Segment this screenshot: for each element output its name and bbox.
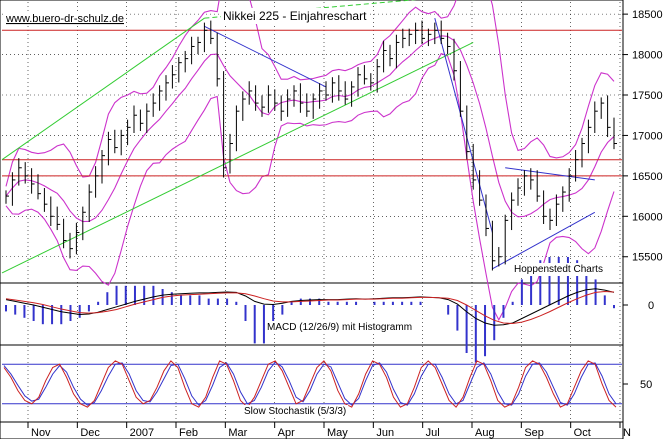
x-tick-label: Aug [475, 427, 495, 439]
stoch-label-backing [242, 405, 349, 418]
x-tick-label: Oct [574, 427, 591, 439]
trendline-flat [505, 167, 595, 181]
source-label-backing [512, 263, 605, 276]
x-tick-label: Nov [31, 427, 51, 439]
trendline-down-1 [204, 25, 327, 88]
trendline-up [492, 211, 596, 270]
x-tick-label: Mar [228, 427, 247, 439]
x-tick-label: Sep [524, 427, 544, 439]
x-tick-label: Jul [426, 427, 440, 439]
x-tick-label: Jun [376, 427, 394, 439]
x-tick-label: May [327, 427, 348, 439]
source-label: Hoppenstedt Charts [514, 264, 603, 275]
price-chart-title: Nikkei 225 - Einjahreschart [223, 9, 367, 23]
stoch-d-line [3, 361, 617, 406]
x-tick-label: Apr [278, 427, 295, 439]
watermark[interactable]: www.buero-dr-schulz.de [5, 13, 124, 25]
stoch-k-line [3, 360, 617, 408]
trendline-down-2 [434, 18, 493, 233]
channel-upper-line [1, 17, 205, 161]
price-y-tick-label: 15500 [632, 252, 663, 264]
price-chart-title-backing [221, 8, 370, 24]
macd-label: MACD (12/26/9) mit Histogramm [267, 322, 412, 333]
price-y-tick-label: 18000 [632, 50, 663, 62]
x-tick-label: Feb [179, 427, 198, 439]
macd-signal-line [5, 290, 615, 324]
price-y-tick-label: 16500 [632, 171, 663, 183]
x-tick-label: N [623, 427, 631, 439]
stoch-y-tick-label: 50 [640, 379, 652, 391]
price-y-tick-label: 17500 [632, 90, 663, 102]
macd-y-tick-label: 0 [648, 300, 654, 312]
bollinger-lower [5, 52, 615, 322]
macd-label-backing [265, 321, 415, 334]
price-y-tick-label: 17000 [632, 130, 663, 142]
channel-lower-line [1, 41, 474, 274]
stoch-label: Slow Stochastik (5/3/3) [244, 406, 346, 417]
price-y-tick-label: 16000 [632, 211, 663, 223]
watermark-backing [3, 12, 126, 26]
price-y-tick-label: 18500 [632, 9, 663, 21]
x-tick-label: Dec [80, 427, 100, 439]
x-tick-label: 2007 [130, 427, 154, 439]
bollinger-middle [5, 35, 615, 223]
